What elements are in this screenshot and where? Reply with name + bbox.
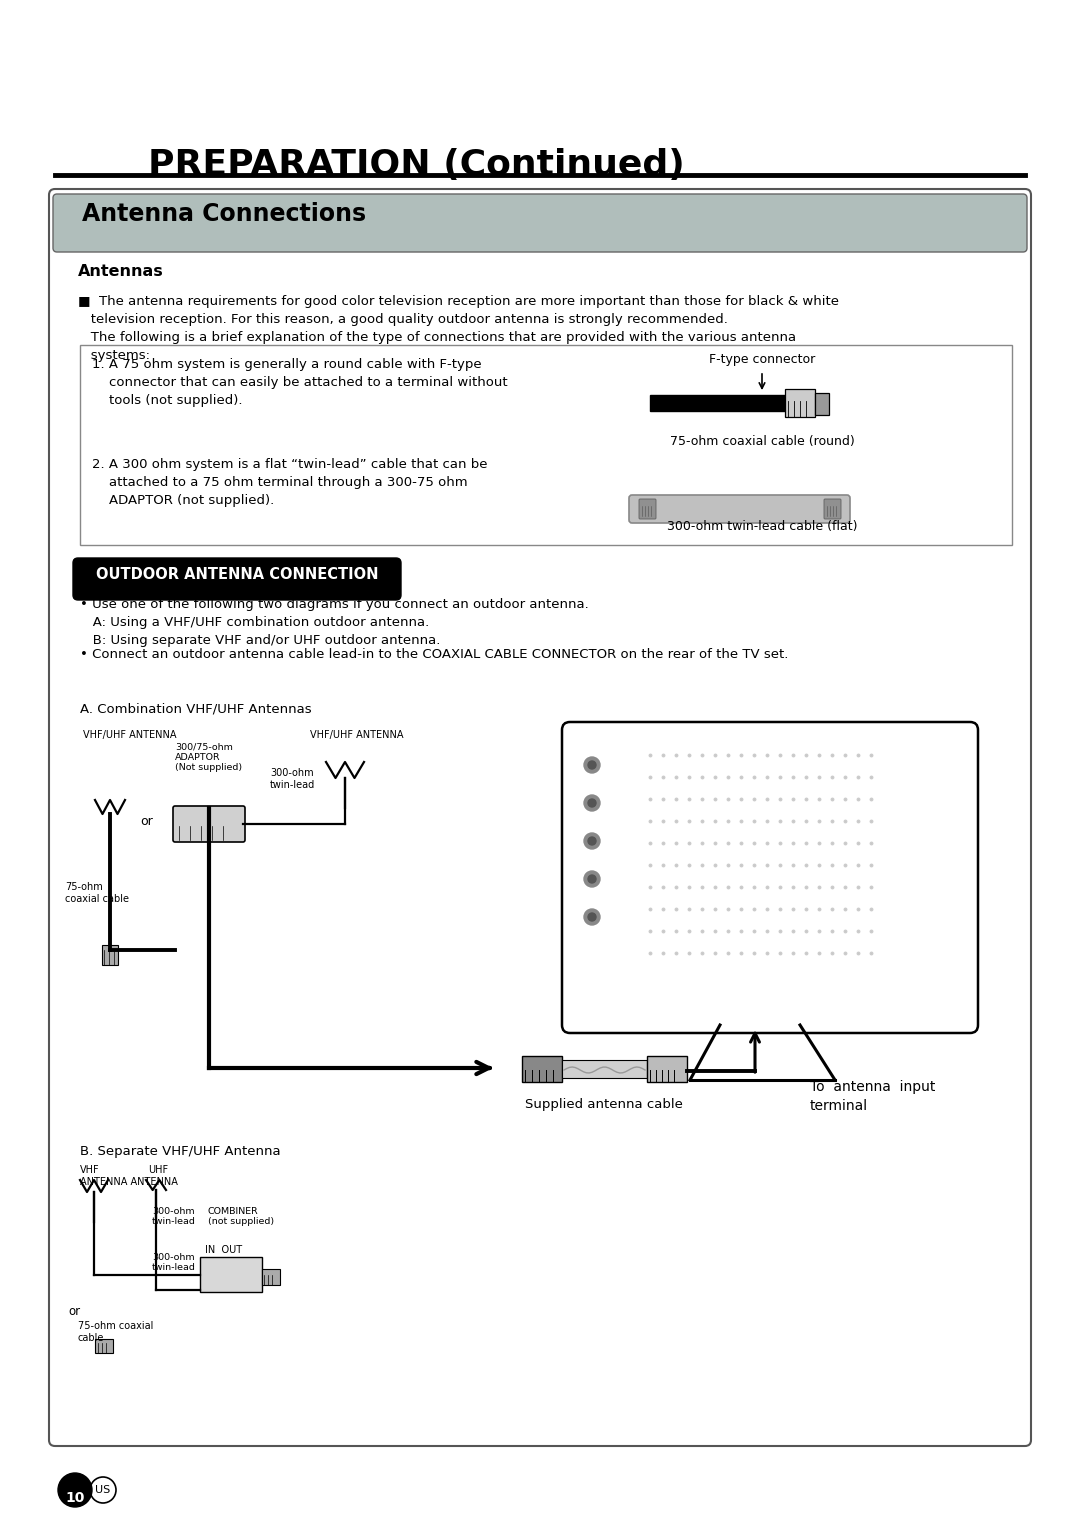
Bar <box>262 1268 280 1285</box>
Text: • Use one of the following two diagrams if you connect an outdoor antenna.
   A:: • Use one of the following two diagrams … <box>80 597 589 646</box>
Circle shape <box>584 871 600 886</box>
Bar <box>200 1258 262 1293</box>
Circle shape <box>588 799 596 807</box>
Bar <box>815 393 829 416</box>
Circle shape <box>58 1473 92 1507</box>
Text: 2. A 300 ohm system is a flat “twin-lead” cable that can be
    attached to a 75: 2. A 300 ohm system is a flat “twin-lead… <box>92 458 487 507</box>
Text: A. Combination VHF/UHF Antennas: A. Combination VHF/UHF Antennas <box>80 703 312 717</box>
Text: 1. A 75 ohm system is generally a round cable with F-type
    connector that can: 1. A 75 ohm system is generally a round … <box>92 358 508 406</box>
Bar <box>785 390 815 417</box>
Text: 300-ohm
twin-lead: 300-ohm twin-lead <box>152 1207 195 1227</box>
Text: UHF: UHF <box>148 1164 168 1175</box>
Text: 10: 10 <box>65 1491 84 1505</box>
Circle shape <box>588 914 596 921</box>
Text: 300-ohm
twin-lead: 300-ohm twin-lead <box>270 769 315 790</box>
Text: VHF
ANTENNA ANTENNA: VHF ANTENNA ANTENNA <box>80 1164 178 1187</box>
Text: To  antenna  input
terminal: To antenna input terminal <box>810 1080 935 1114</box>
Text: OUTDOOR ANTENNA CONNECTION: OUTDOOR ANTENNA CONNECTION <box>96 567 378 582</box>
FancyBboxPatch shape <box>639 500 656 520</box>
FancyBboxPatch shape <box>73 558 401 601</box>
Text: 300-ohm twin-lead cable (flat): 300-ohm twin-lead cable (flat) <box>666 520 858 533</box>
Text: 300-ohm
twin-lead: 300-ohm twin-lead <box>152 1253 195 1273</box>
Bar <box>80 345 1012 545</box>
FancyBboxPatch shape <box>629 495 850 523</box>
FancyBboxPatch shape <box>53 194 1027 252</box>
Circle shape <box>588 876 596 883</box>
Circle shape <box>584 909 600 924</box>
Text: or: or <box>68 1305 80 1319</box>
Circle shape <box>584 833 600 850</box>
Bar <box>650 396 785 411</box>
Text: Antenna Connections: Antenna Connections <box>82 202 366 226</box>
Bar <box>647 1056 687 1082</box>
Bar <box>522 1056 562 1082</box>
Text: COMBINER
(not supplied): COMBINER (not supplied) <box>208 1207 274 1227</box>
Text: US: US <box>95 1485 110 1494</box>
Text: VHF/UHF ANTENNA: VHF/UHF ANTENNA <box>310 730 404 740</box>
Circle shape <box>588 837 596 845</box>
Text: 75-ohm coaxial
cable: 75-ohm coaxial cable <box>78 1322 153 1343</box>
Text: ■  The antenna requirements for good color television reception are more importa: ■ The antenna requirements for good colo… <box>78 295 839 362</box>
FancyBboxPatch shape <box>562 723 978 1033</box>
FancyBboxPatch shape <box>49 189 1031 1445</box>
Text: Supplied antenna cable: Supplied antenna cable <box>525 1099 683 1111</box>
Bar <box>562 1060 647 1077</box>
Bar <box>102 944 118 966</box>
Text: 75-ohm coaxial cable (round): 75-ohm coaxial cable (round) <box>670 435 854 448</box>
FancyBboxPatch shape <box>824 500 841 520</box>
Circle shape <box>584 795 600 811</box>
Text: F-type connector: F-type connector <box>708 353 815 367</box>
FancyBboxPatch shape <box>173 805 245 842</box>
Circle shape <box>584 756 600 773</box>
Text: 75-ohm
coaxial cable: 75-ohm coaxial cable <box>65 882 129 903</box>
Text: Antennas: Antennas <box>78 264 164 280</box>
Text: PREPARATION (Continued): PREPARATION (Continued) <box>148 148 685 182</box>
Text: B. Separate VHF/UHF Antenna: B. Separate VHF/UHF Antenna <box>80 1144 281 1158</box>
Text: VHF/UHF ANTENNA: VHF/UHF ANTENNA <box>83 730 176 740</box>
Text: IN  OUT: IN OUT <box>205 1245 242 1254</box>
Text: or: or <box>140 814 152 828</box>
Bar <box>95 1339 113 1352</box>
Circle shape <box>588 761 596 769</box>
Text: • Connect an outdoor antenna cable lead-in to the COAXIAL CABLE CONNECTOR on the: • Connect an outdoor antenna cable lead-… <box>80 648 788 662</box>
Text: 300/75-ohm
ADAPTOR
(Not supplied): 300/75-ohm ADAPTOR (Not supplied) <box>175 743 242 773</box>
